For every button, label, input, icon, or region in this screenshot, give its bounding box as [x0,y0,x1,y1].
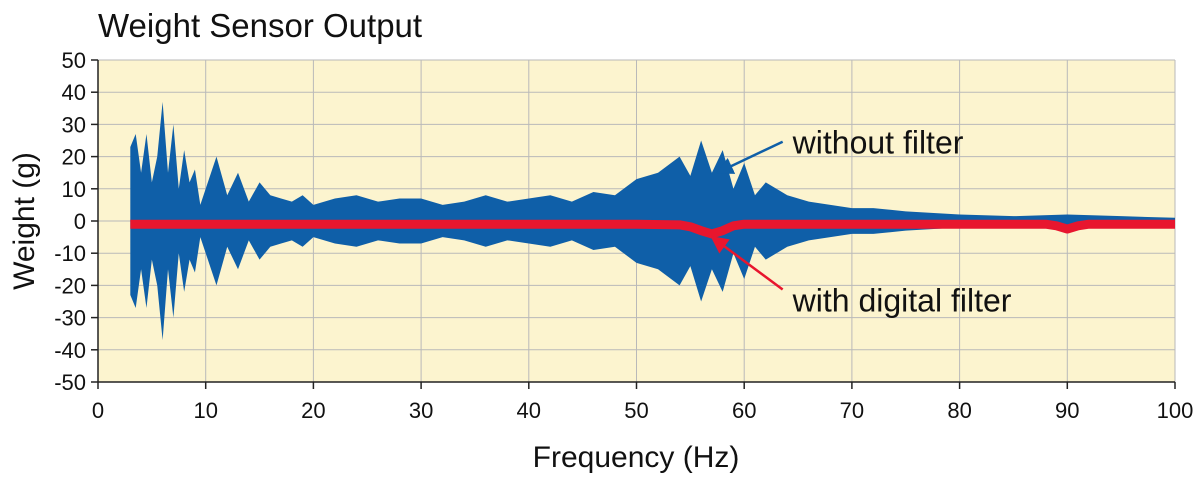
y-tick-label: -10 [54,241,86,266]
series-layer [130,101,1175,341]
chart-title: Weight Sensor Output [98,7,422,44]
y-tick-label: 30 [62,112,86,137]
series-with-digital-filter-line [130,219,1175,239]
without-filter-annotation: without filter [792,125,964,161]
y-axis-label: Weight (g) [8,152,41,290]
y-tick-label: 10 [62,177,86,202]
annotations: without filter with digital filter [710,125,1012,319]
x-tick-label: 40 [517,398,541,423]
x-tick-label: 100 [1157,398,1194,423]
without-filter-arrow [715,140,784,174]
y-tick-label: 0 [74,209,86,234]
x-tick-label: 20 [301,398,325,423]
x-tick-label: 10 [193,398,217,423]
with-digital-filter-annotation: with digital filter [792,283,1012,319]
x-tick-label: 90 [1055,398,1079,423]
x-axis-label: Frequency (Hz) [533,441,740,474]
y-tick-label: -50 [54,370,86,395]
y-tick-label: 20 [62,145,86,170]
x-tick-label: 50 [624,398,648,423]
y-tick-label: -30 [54,306,86,331]
x-tick-label: 80 [947,398,971,423]
y-tick-label: 50 [62,48,86,73]
axes [91,59,1176,389]
y-tick-label: 40 [62,80,86,105]
x-tick-label: 70 [840,398,864,423]
with-digital-filter-arrow [710,236,784,291]
x-tick-label: 0 [92,398,104,423]
x-tick-label: 30 [409,398,433,423]
y-tick-label: -40 [54,338,86,363]
tick-labels: 0 10 20 30 40 50 60 70 80 90 10050403020100-10-20-… [54,48,1193,423]
y-tick-label: -20 [54,273,86,298]
x-tick-label: 60 [732,398,756,423]
